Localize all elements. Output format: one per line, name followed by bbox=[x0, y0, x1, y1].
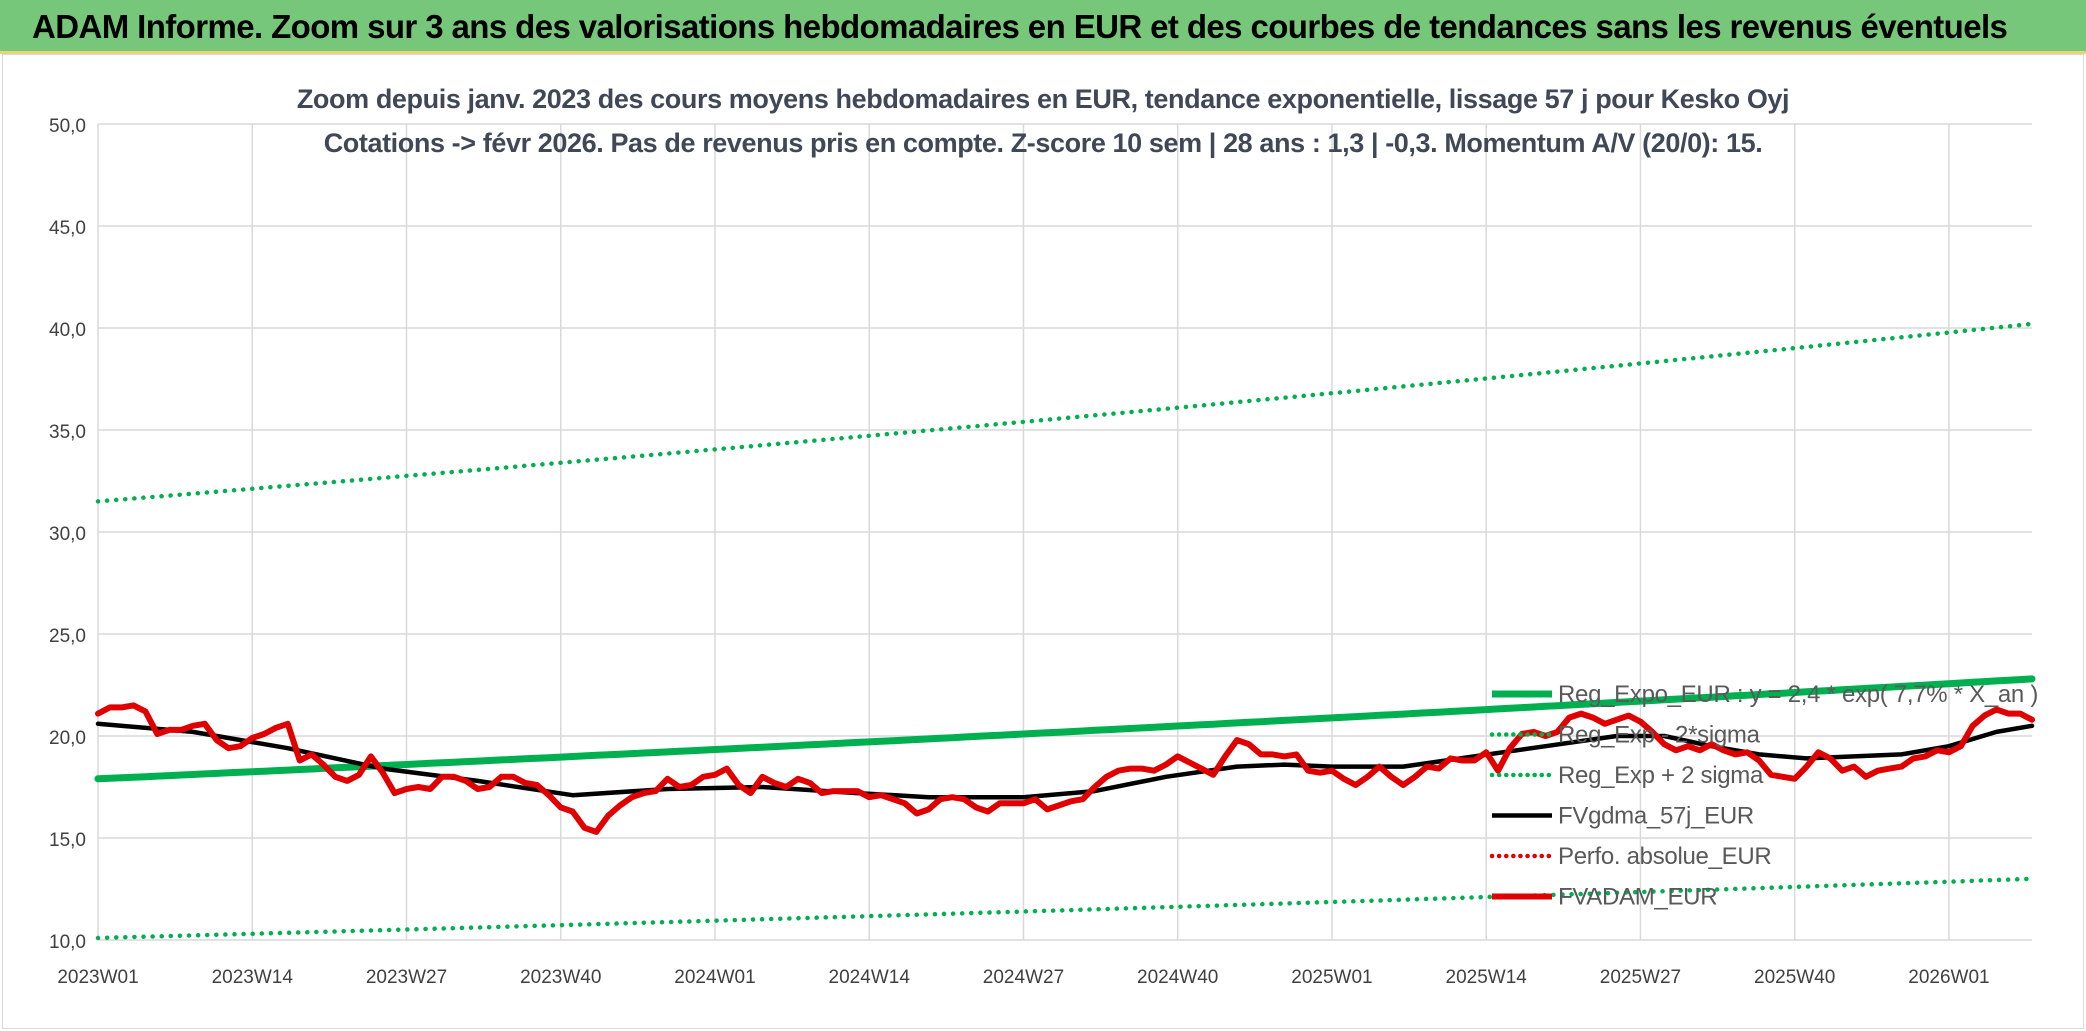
x-tick-label: 2024W27 bbox=[983, 967, 1064, 988]
chart-legend: Reg_Expo_EUR : y = 2,4 * exp( 7,7% * X_a… bbox=[1489, 681, 2038, 911]
chart-frame bbox=[2, 54, 2084, 1029]
x-tick-label: 2025W40 bbox=[1754, 967, 1835, 988]
x-tick-label: 2024W40 bbox=[1137, 967, 1218, 988]
x-tick-label: 2024W01 bbox=[674, 967, 755, 988]
x-tick-label: 2025W14 bbox=[1446, 967, 1528, 988]
chart-series bbox=[94, 321, 2036, 941]
chart-title-line-2: Cotations -> févr 2026. Pas de revenus p… bbox=[323, 128, 1763, 158]
y-tick-label: 40,0 bbox=[49, 320, 86, 341]
series-line bbox=[95, 876, 2035, 941]
x-tick-label: 2023W40 bbox=[520, 967, 601, 988]
x-tick-label: 2024W14 bbox=[829, 967, 911, 988]
y-tick-label: 20,0 bbox=[49, 728, 86, 749]
x-tick-label: 2025W01 bbox=[1291, 967, 1372, 988]
y-tick-label: 30,0 bbox=[49, 524, 86, 545]
series-line bbox=[95, 702, 2035, 835]
y-tick-label: 10,0 bbox=[49, 932, 86, 953]
series-line bbox=[94, 675, 2036, 783]
y-tick-label: 15,0 bbox=[49, 830, 86, 851]
legend-label: FVgdma_57j_EUR bbox=[1558, 803, 1754, 830]
legend-label: Reg_Exp + 2 sigma bbox=[1558, 762, 1764, 789]
y-tick-label: 45,0 bbox=[49, 218, 86, 239]
x-tick-label: 2023W27 bbox=[366, 967, 447, 988]
x-axis-labels: 2023W01 2023W14 2023W27 2023W40 2024W01 2024W… bbox=[57, 967, 1989, 988]
legend-label: FVADAM_EUR bbox=[1558, 884, 1717, 911]
legend-label: Reg_Expo_EUR : y = 2,4 * exp( 7,7% * X_a… bbox=[1558, 681, 2038, 708]
chart-grid bbox=[97, 123, 2032, 941]
x-tick-label: 2025W27 bbox=[1600, 967, 1681, 988]
legend-label: Reg_Exp - 2*sigma bbox=[1558, 722, 1761, 749]
series-line bbox=[95, 321, 2035, 504]
y-tick-label: 35,0 bbox=[49, 422, 86, 443]
y-axis-labels: 10,0 15,0 20,0 25,0 30,0 35,0 40,0 45,0 50,0 bbox=[49, 116, 86, 953]
y-tick-label: 50,0 bbox=[49, 116, 86, 137]
report-banner: ADAM Informe. Zoom sur 3 ans des valoris… bbox=[0, 0, 2086, 54]
legend-label: Perfo. absolue_EUR bbox=[1558, 843, 1771, 870]
x-tick-label: 2023W01 bbox=[57, 967, 138, 988]
y-tick-label: 25,0 bbox=[49, 626, 86, 647]
chart-title-line-1: Zoom depuis janv. 2023 des cours moyens … bbox=[296, 84, 1790, 114]
x-tick-label: 2026W01 bbox=[1908, 967, 1989, 988]
report-title: ADAM Informe. Zoom sur 3 ans des valoris… bbox=[32, 8, 2008, 45]
x-tick-label: 2023W14 bbox=[212, 967, 294, 988]
